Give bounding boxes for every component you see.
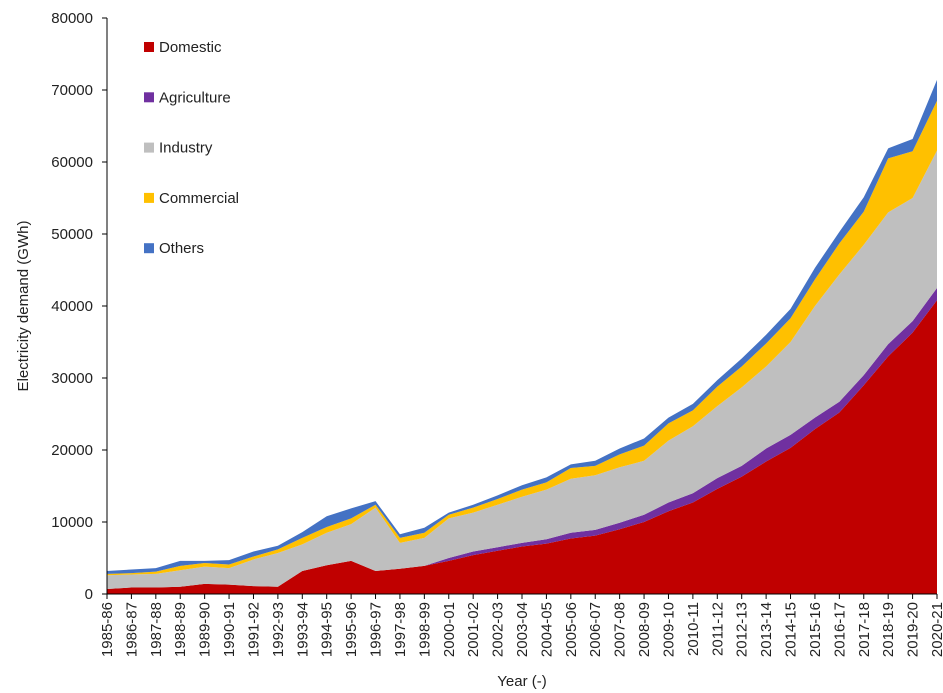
y-axis-label: Electricity demand (GWh): [15, 221, 32, 392]
legend-swatch: [144, 243, 154, 254]
x-tick-label: 2018-19: [880, 602, 897, 657]
legend-swatch: [144, 92, 154, 103]
legend-swatch: [144, 142, 154, 153]
y-tick-label: 60000: [51, 154, 93, 171]
x-tick-label: 2008-09: [636, 602, 653, 657]
x-tick-label: 2007-08: [612, 602, 629, 657]
x-tick-label: 1993-94: [294, 602, 311, 657]
x-tick-label: 2011-12: [709, 602, 726, 656]
x-axis-label: Year (-): [497, 673, 546, 690]
x-tick-label: 2000-01: [441, 602, 458, 657]
y-tick-label: 80000: [51, 10, 93, 27]
legend-swatch: [144, 192, 154, 203]
x-tick-label: 2003-04: [514, 602, 531, 657]
x-tick-label: 2017-18: [856, 602, 873, 657]
x-tick-label: 2005-06: [563, 602, 580, 657]
legend-swatch: [144, 42, 154, 52]
x-tick-label: 1988-89: [172, 602, 189, 657]
x-tick-label: 2012-13: [734, 602, 751, 657]
x-tick-label: 1987-88: [148, 602, 165, 657]
x-tick-label: 1989-90: [197, 602, 214, 657]
x-tick-label: 1986-87: [123, 602, 140, 657]
x-tick-label: 2015-16: [807, 602, 824, 657]
legend-label: Domestic: [159, 39, 222, 56]
area: [107, 150, 937, 589]
x-tick-label: 1997-98: [392, 602, 409, 657]
area: [107, 300, 937, 594]
y-tick-label: 0: [85, 586, 93, 603]
y-tick-label: 50000: [51, 226, 93, 243]
y-tick-label: 70000: [51, 82, 93, 99]
x-tick-label: 1992-93: [270, 602, 287, 657]
x-tick-label: 1995-96: [343, 602, 360, 657]
y-tick-label: 40000: [51, 298, 93, 315]
x-tick-label: 2019-20: [905, 602, 922, 657]
x-tick-label: 2006-07: [587, 602, 604, 657]
x-tick-label: 1998-99: [416, 602, 433, 657]
x-tick-label: 2001-02: [465, 602, 482, 657]
x-tick-label: 2002-03: [490, 602, 507, 657]
x-tick-label: 2010-11: [685, 602, 702, 656]
legend-label: Industry: [159, 140, 213, 157]
y-tick-label: 10000: [51, 514, 93, 531]
legend-label: Others: [159, 240, 204, 257]
x-tick-label: 2009-10: [660, 602, 677, 657]
x-tick-label: 1990-91: [221, 602, 238, 657]
x-tick-label: 1985-86: [99, 602, 116, 657]
legend-label: Commercial: [159, 190, 239, 207]
x-tick-label: 2014-15: [783, 602, 800, 657]
x-tick-label: 2004-05: [538, 602, 555, 657]
legend-label: Agriculture: [159, 89, 231, 106]
x-tick-label: 2013-14: [758, 602, 775, 657]
x-tick-label: 2020-21: [929, 602, 943, 657]
x-tick-label: 1991-92: [245, 602, 262, 657]
x-tick-label: 1994-95: [319, 602, 336, 657]
x-tick-label: 2016-17: [831, 602, 848, 657]
x-tick-label: 1996-97: [368, 602, 385, 657]
y-tick-label: 20000: [51, 442, 93, 459]
y-tick-label: 30000: [51, 370, 93, 387]
